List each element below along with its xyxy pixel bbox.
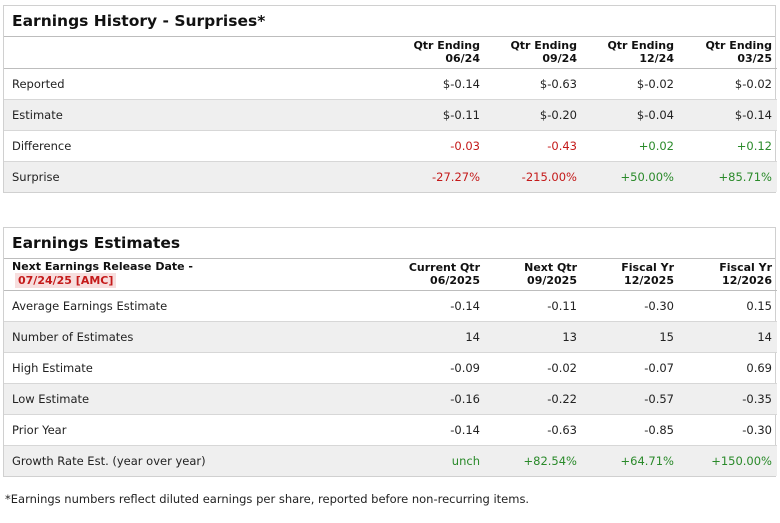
cell-value: 0.69	[679, 352, 777, 384]
earnings-estimates-title: Earnings Estimates	[4, 228, 775, 259]
table-row: Growth Rate Est. (year over year) unch +…	[4, 445, 777, 476]
table-row: Estimate $-0.11 $-0.20 $-0.04 $-0.14	[4, 99, 777, 131]
earnings-history-title: Earnings History - Surprises*	[4, 6, 775, 37]
cell-value: -0.07	[582, 352, 679, 384]
release-date-header: Next Earnings Release Date - 07/24/25 [A…	[4, 259, 293, 291]
table-row: Number of Estimates 14 13 15 14	[4, 321, 777, 353]
cell-value: +85.71%	[679, 161, 777, 192]
table-row: Difference -0.03 -0.43 +0.02 +0.12	[4, 130, 777, 162]
row-label: Reported	[4, 68, 293, 100]
cell-value: $-0.63	[485, 68, 582, 100]
cell-value: -0.16	[293, 383, 485, 415]
cell-value: +150.00%	[679, 445, 777, 476]
cell-value: -215.00%	[485, 161, 582, 192]
cell-value: -0.03	[293, 130, 485, 162]
cell-value: -0.14	[293, 414, 485, 446]
table-header-row: Qtr Ending 06/24 Qtr Ending 09/24 Qtr Endi…	[4, 37, 777, 69]
row-label: Number of Estimates	[4, 321, 293, 353]
cell-value: -0.02	[485, 352, 582, 384]
cell-value: unch	[293, 445, 485, 476]
column-header: Fiscal Yr 12/2026	[679, 259, 777, 291]
cell-value: -0.11	[485, 290, 582, 322]
cell-value: $-0.02	[679, 68, 777, 100]
cell-value: +0.12	[679, 130, 777, 162]
cell-value: -0.30	[679, 414, 777, 446]
footnote: *Earnings numbers reflect diluted earnin…	[5, 492, 530, 506]
cell-value: +50.00%	[582, 161, 679, 192]
cell-value: 14	[293, 321, 485, 353]
cell-value: $-0.11	[293, 99, 485, 131]
cell-value: $-0.02	[582, 68, 679, 100]
table-row: Low Estimate -0.16 -0.22 -0.57 -0.35	[4, 383, 777, 415]
table-row: Prior Year -0.14 -0.63 -0.85 -0.30	[4, 414, 777, 446]
cell-value: $-0.14	[293, 68, 485, 100]
earnings-history-panel: Earnings History - Surprises* Qtr Ending…	[3, 5, 777, 193]
table-header-row: Next Earnings Release Date - 07/24/25 [A…	[4, 259, 777, 291]
row-label: Average Earnings Estimate	[4, 290, 293, 322]
column-header: Fiscal Yr 12/2025	[582, 259, 679, 291]
column-header: Next Qtr 09/2025	[485, 259, 582, 291]
row-label: Surprise	[4, 161, 293, 192]
cell-value: +0.02	[582, 130, 679, 162]
cell-value: $-0.04	[582, 99, 679, 131]
cell-value: -0.63	[485, 414, 582, 446]
cell-value: $-0.14	[679, 99, 777, 131]
row-label: High Estimate	[4, 352, 293, 384]
cell-value: -0.43	[485, 130, 582, 162]
row-label: Low Estimate	[4, 383, 293, 415]
row-label: Growth Rate Est. (year over year)	[4, 445, 293, 476]
table-row: Reported $-0.14 $-0.63 $-0.02 $-0.02	[4, 68, 777, 100]
cell-value: -0.14	[293, 290, 485, 322]
cell-value: -0.57	[582, 383, 679, 415]
row-label: Prior Year	[4, 414, 293, 446]
cell-value: -0.22	[485, 383, 582, 415]
release-date-label: Next Earnings Release Date -	[12, 260, 193, 274]
column-header: Current Qtr 06/2025	[293, 259, 485, 291]
table-row: High Estimate -0.09 -0.02 -0.07 0.69	[4, 352, 777, 384]
cell-value: 15	[582, 321, 679, 353]
earnings-estimates-panel: Earnings Estimates Next Earnings Release…	[3, 227, 777, 477]
cell-value: -0.30	[582, 290, 679, 322]
release-date-badge: 07/24/25 [AMC]	[15, 273, 117, 289]
earnings-history-table: Qtr Ending 06/24 Qtr Ending 09/24 Qtr Endi…	[4, 37, 777, 192]
cell-value: -0.35	[679, 383, 777, 415]
cell-value: +82.54%	[485, 445, 582, 476]
earnings-estimates-table: Next Earnings Release Date - 07/24/25 [A…	[4, 259, 777, 476]
cell-value: $-0.20	[485, 99, 582, 131]
table-row: Average Earnings Estimate -0.14 -0.11 -0…	[4, 290, 777, 322]
row-label: Estimate	[4, 99, 293, 131]
column-header: Qtr Ending 06/24	[293, 37, 485, 69]
row-label: Difference	[4, 130, 293, 162]
column-header: Qtr Ending 03/25	[679, 37, 777, 69]
cell-value: 0.15	[679, 290, 777, 322]
label-column-header	[4, 37, 293, 69]
column-header: Qtr Ending 09/24	[485, 37, 582, 69]
column-header: Qtr Ending 12/24	[582, 37, 679, 69]
cell-value: +64.71%	[582, 445, 679, 476]
cell-value: -27.27%	[293, 161, 485, 192]
cell-value: 14	[679, 321, 777, 353]
cell-value: -0.09	[293, 352, 485, 384]
cell-value: 13	[485, 321, 582, 353]
table-row: Surprise -27.27% -215.00% +50.00% +85.71…	[4, 161, 777, 192]
cell-value: -0.85	[582, 414, 679, 446]
